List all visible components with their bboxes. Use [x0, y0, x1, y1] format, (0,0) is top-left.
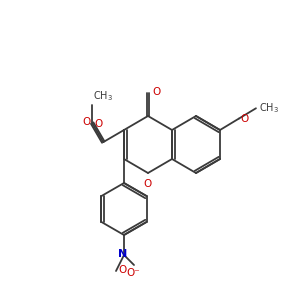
Text: O: O [94, 119, 102, 129]
Text: N: N [118, 249, 127, 259]
Text: CH$_3$: CH$_3$ [259, 101, 279, 115]
Text: O: O [241, 114, 249, 124]
Text: O: O [143, 179, 151, 189]
Text: O: O [118, 265, 126, 275]
Text: O: O [82, 117, 90, 127]
Text: CH$_3$: CH$_3$ [93, 89, 113, 103]
Text: O: O [152, 87, 160, 97]
Text: O⁻: O⁻ [126, 268, 140, 278]
